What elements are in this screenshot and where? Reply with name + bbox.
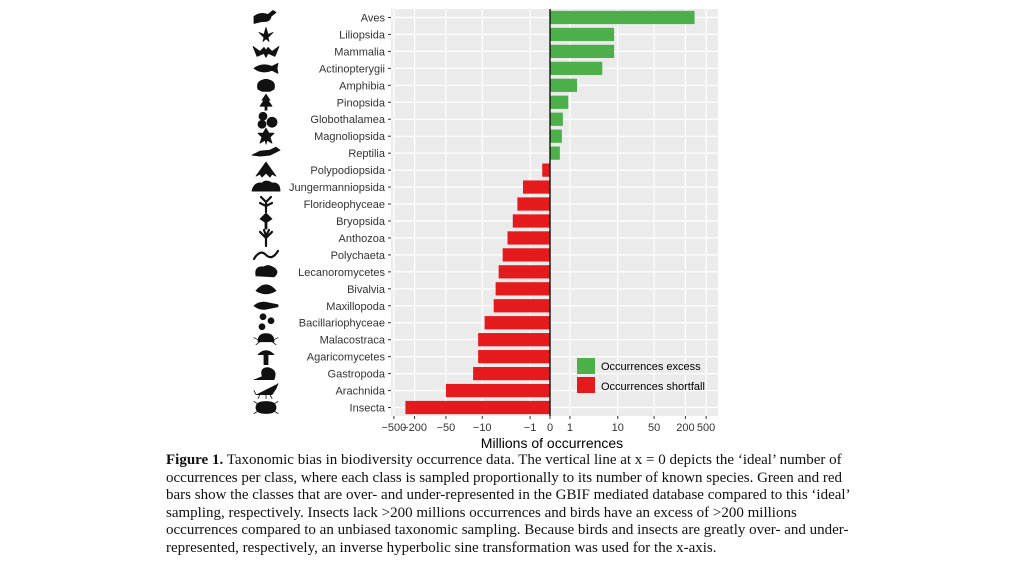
worm-icon [252, 249, 280, 260]
foram-icon [257, 111, 278, 129]
y-label-anthozoa: Anthozoa [339, 233, 386, 245]
bar-polychaeta [502, 248, 550, 262]
bar-agaricomycetes [478, 350, 550, 364]
y-label-amphibia: Amphibia [339, 80, 386, 92]
bird-icon [253, 10, 277, 24]
bar-mammalia [550, 44, 615, 59]
bar-bivalvia [495, 282, 550, 296]
copepod-icon [253, 301, 279, 310]
frog-icon [257, 78, 275, 92]
y-label-agaricomycetes: Agaricomycetes [307, 352, 386, 364]
diatom-icon [258, 313, 275, 331]
legend-label-shortfall: Occurrences shortfall [601, 381, 705, 393]
bar-florideophyceae [517, 197, 550, 211]
caption-text: Taxonomic bias in biodiversity occurrenc… [166, 452, 850, 556]
y-label-magnoliopsida: Magnoliopsida [314, 131, 386, 143]
y-label-reptilia: Reptilia [348, 148, 386, 160]
bar-actinopterygii [550, 61, 603, 75]
y-label-mammalia: Mammalia [334, 46, 386, 58]
conifer-icon [259, 93, 273, 111]
bat-icon [252, 45, 280, 58]
x-tick-labels: −500−200 −50 −10 −1 0 1 10 50 200 500 [381, 416, 715, 434]
y-label-liliopsida: Liliopsida [339, 29, 386, 41]
legend-swatch-excess [577, 358, 595, 374]
y-label-bivalvia: Bivalvia [347, 284, 386, 296]
fern-icon [255, 161, 277, 178]
x-tick-label-4: −1 [524, 422, 537, 434]
bar-insecta [405, 400, 550, 415]
x-axis-title: Millions of occurrences [481, 435, 623, 451]
y-label-insecta: Insecta [350, 403, 386, 415]
red-alga-icon [258, 195, 274, 214]
y-label-pinopsida: Pinopsida [337, 97, 386, 109]
y-label-bacillariophyceae: Bacillariophyceae [299, 318, 385, 330]
crab-icon [253, 333, 279, 346]
bar-bacillariophyceae [484, 316, 550, 330]
snail-icon [253, 367, 276, 381]
bar-polypodiopsida [542, 163, 550, 177]
bar-maxillopoda [493, 299, 550, 313]
x-tick-label-7: 10 [612, 422, 624, 434]
silhouette-icons [251, 10, 281, 414]
bar-reptilia [550, 146, 560, 160]
x-tick-label-8: 50 [648, 422, 660, 434]
lichen-icon [255, 265, 278, 278]
liverwort-icon [251, 180, 281, 192]
occurrence-bar-chart: Aves Liliopsida Mammalia Actinopterygii Amph… [251, 9, 718, 451]
scorpion-icon [253, 383, 279, 399]
bar-malacostraca [478, 333, 550, 347]
y-label-jungermanniopsida: Jungermanniopsida [289, 182, 386, 194]
y-label-actinopterygii: Actinopterygii [319, 63, 385, 75]
lizard-icon [251, 146, 281, 157]
x-tick-label-0: −500 [381, 422, 406, 434]
bar-arachnida [445, 383, 550, 398]
bars [405, 9, 695, 416]
x-tick-label-2: −50 [437, 422, 456, 434]
y-label-florideophyceae: Florideophyceae [304, 199, 385, 211]
bar-gastropoda [473, 366, 550, 381]
bar-amphibia [550, 78, 578, 92]
legend-label-excess: Occurrences excess [601, 361, 701, 373]
bar-liliopsida [550, 27, 615, 42]
figure-caption: Figure 1. Taxonomic bias in biodiversity… [166, 452, 866, 557]
bar-bryopsida [512, 214, 550, 228]
moss-icon [259, 212, 273, 230]
y-label-bryopsida: Bryopsida [336, 216, 386, 228]
y-label-polychaeta: Polychaeta [331, 250, 386, 262]
y-label-arachnida: Arachnida [335, 386, 385, 398]
x-tick-label-3: −10 [473, 422, 492, 434]
x-tick-label-10: 500 [697, 422, 715, 434]
y-label-polypodiopsida: Polypodiopsida [310, 165, 385, 177]
bar-aves [550, 10, 695, 25]
y-label-maxillopoda: Maxillopoda [326, 301, 386, 313]
bar-lecanoromycetes [498, 265, 550, 279]
bar-globothalamea [550, 112, 563, 126]
x-tick-label-6: 1 [567, 422, 573, 434]
x-tick-label-9: 200 [676, 422, 694, 434]
bar-anthozoa [507, 231, 550, 245]
mushroom-icon [257, 350, 275, 366]
category-labels: Aves Liliopsida Mammalia Actinopterygii Amph… [289, 12, 391, 415]
beetle-icon [253, 401, 279, 414]
legend: Occurrences excess Occurrences shortfall [577, 358, 705, 393]
y-label-globothalamea: Globothalamea [310, 114, 385, 126]
liliopsida-plant-icon [258, 27, 274, 42]
legend-swatch-shortfall [577, 377, 595, 393]
y-label-aves: Aves [361, 12, 386, 24]
fish-icon [253, 62, 279, 74]
y-label-gastropoda: Gastropoda [328, 369, 386, 381]
bar-jungermanniopsida [522, 180, 550, 194]
coral-icon [258, 228, 274, 248]
bar-pinopsida [550, 95, 569, 109]
leaf-icon [257, 127, 275, 145]
clam-icon [255, 284, 277, 295]
x-tick-label-1: −200 [402, 422, 427, 434]
caption-lead: Figure 1. [166, 452, 224, 468]
x-tick-label-5: 0 [547, 422, 553, 434]
bar-magnoliopsida [550, 129, 562, 143]
y-label-malacostraca: Malacostraca [320, 335, 386, 347]
y-label-lecanoromycetes: Lecanoromycetes [298, 267, 385, 279]
